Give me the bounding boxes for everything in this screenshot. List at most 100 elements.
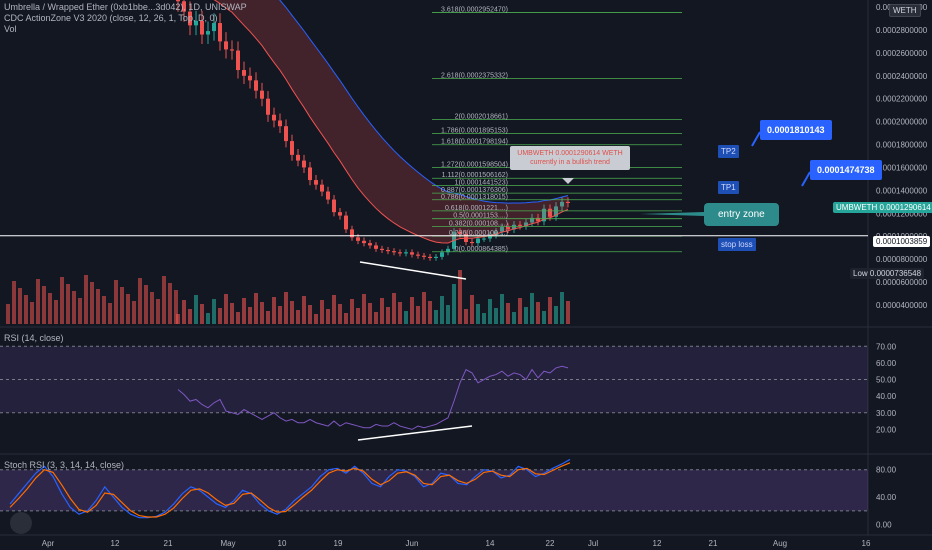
volume-bar — [188, 309, 192, 324]
volume-bar — [368, 303, 372, 324]
fib-level-label: 0.887(0.0001376306) — [441, 187, 508, 194]
volume-bar — [42, 286, 46, 324]
date-tick-label: 10 — [278, 539, 287, 548]
candle-body — [224, 41, 228, 50]
last-price-badge: UMBWETH 0.0001290614 — [833, 202, 932, 213]
target-callout-2[interactable]: 0.0001810143 — [760, 120, 832, 140]
volume-bar — [108, 303, 112, 324]
volume-bar — [554, 306, 558, 324]
volume-bar — [60, 277, 64, 324]
candle-body — [236, 50, 240, 71]
fib-level-label: 0.618(0.0001221....) — [445, 205, 508, 212]
tp1-tag[interactable]: TP1 — [718, 181, 739, 194]
volume-bar — [326, 309, 330, 324]
stoch-band — [0, 469, 868, 511]
volume-bar — [224, 294, 228, 324]
stoch-tick-label: 40.00 — [876, 493, 897, 502]
trend-note-line-1: UMBWETH 0.0001290614 WETH — [517, 150, 623, 157]
volume-bar — [404, 311, 408, 324]
volume-bar — [320, 300, 324, 324]
volume-bar — [144, 285, 148, 324]
price-tick-label: 0.0002400000 — [876, 72, 928, 81]
slow-ema-line — [279, 0, 569, 204]
volume-bar — [380, 298, 384, 324]
volume-bar — [272, 297, 276, 324]
volume-bar — [284, 292, 288, 324]
candle-body — [332, 199, 336, 213]
trend-note[interactable]: UMBWETH 0.0001290614 WETH currently in a… — [510, 146, 630, 170]
date-tick-label: 14 — [486, 539, 495, 548]
date-tick-label: May — [220, 539, 235, 548]
date-tick-label: 12 — [653, 539, 662, 548]
volume-bar — [428, 301, 432, 324]
candle-body — [344, 215, 348, 230]
volume-bar — [132, 301, 136, 324]
candle-body — [476, 238, 480, 244]
volume-bar — [476, 304, 480, 324]
stop-loss-tag[interactable]: stop loss — [718, 238, 756, 251]
volume-bar — [434, 310, 438, 324]
stoch-rsi-legend[interactable]: Stoch RSI (3, 3, 14, 14, close) — [4, 460, 125, 470]
entry-zone-callout[interactable]: entry zone — [704, 203, 779, 226]
candle-body — [218, 23, 222, 42]
fib-level-label: 1(0.0001441523) — [455, 180, 508, 187]
fib-level-label: 1.786(0.0001895153) — [441, 128, 508, 135]
volume-bar — [350, 299, 354, 324]
volume-bar — [24, 295, 28, 324]
price-tick-label: 0.0002200000 — [876, 95, 928, 104]
volume-bar — [524, 307, 528, 324]
volume-bar — [452, 284, 456, 324]
date-tick-label: 22 — [546, 539, 555, 548]
candle-body — [248, 75, 252, 81]
volume-bar — [470, 295, 474, 324]
volume-bar — [66, 284, 70, 324]
volume-bar — [410, 297, 414, 324]
rsi-tick-label: 60.00 — [876, 359, 897, 368]
fast-ema-line — [213, 0, 569, 244]
rsi-tick-label: 50.00 — [876, 376, 897, 385]
currency-badge[interactable]: WETH — [889, 4, 921, 17]
price-tick-label: 0.0002800000 — [876, 26, 928, 35]
indicator-label[interactable]: CDC ActionZone V3 2020 (close, 12, 26, 1… — [4, 13, 218, 23]
stoch-tick-label: 0.00 — [876, 521, 892, 530]
fib-level-label: 2.618(0.0002375332) — [441, 73, 508, 80]
chart-legend: Umbrella / Wrapped Ether (0xb1bbe...3d04… — [4, 2, 247, 35]
volume-bar — [290, 301, 294, 324]
volume-bar — [500, 294, 504, 324]
volume-bar — [138, 278, 142, 324]
volume-bar — [90, 282, 94, 324]
candle-body — [260, 90, 264, 99]
volume-bar — [482, 313, 486, 324]
volume-bar — [162, 276, 166, 324]
candle-body — [272, 114, 276, 121]
candle-body — [176, 0, 180, 2]
candle-body — [542, 208, 546, 222]
volume-bar — [296, 310, 300, 324]
volume-bar — [120, 287, 124, 324]
volume-label[interactable]: Vol — [4, 24, 17, 34]
rsi-legend[interactable]: RSI (14, close) — [4, 333, 64, 343]
price-tick-label: 0.0002600000 — [876, 49, 928, 58]
candle-body — [182, 1, 186, 12]
price-tick-label: 0.0000800000 — [876, 255, 928, 264]
candle-body — [200, 20, 204, 35]
candle-body — [296, 154, 300, 161]
target-callout-1[interactable]: 0.0001474738 — [810, 160, 882, 180]
support-trendline — [359, 261, 467, 280]
tradingview-logo-icon[interactable] — [10, 512, 32, 534]
volume-bar — [314, 314, 318, 324]
candle-body — [314, 180, 318, 185]
candle-body — [500, 227, 504, 232]
volume-bar — [194, 295, 198, 324]
tp2-tag[interactable]: TP2 — [718, 145, 739, 158]
symbol-title[interactable]: Umbrella / Wrapped Ether (0xb1bbe...3d04… — [4, 2, 247, 12]
volume-bar — [566, 301, 570, 324]
volume-bar — [114, 280, 118, 324]
volume-bar — [440, 296, 444, 324]
candle-body — [308, 167, 312, 181]
candle-body — [386, 249, 390, 252]
candle-body — [392, 251, 396, 253]
candle-body — [320, 184, 324, 192]
candle-body — [554, 206, 558, 217]
volume-bar — [248, 307, 252, 324]
